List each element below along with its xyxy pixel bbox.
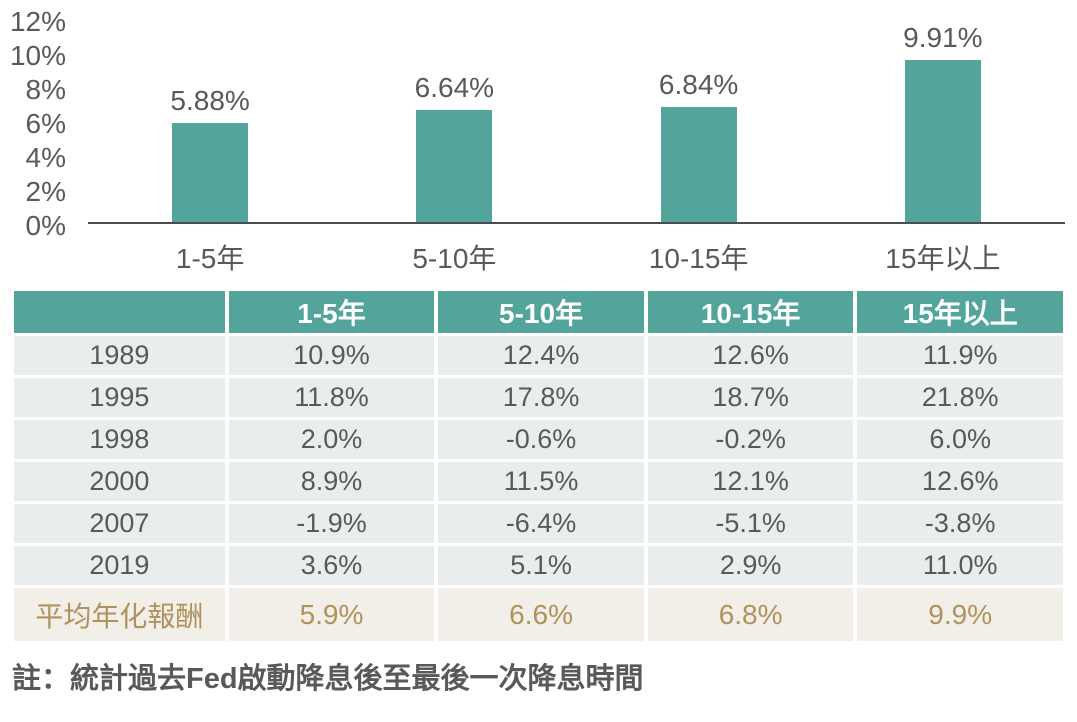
cell: -1.9% [228,504,435,543]
summary-cell: 6.6% [438,588,644,641]
y-tick: 10% [9,40,66,71]
x-axis-labels: 1-5年 5-10年 10-15年 15年以上 [88,237,1065,277]
cell: -0.2% [647,420,854,459]
x-category-label: 15年以上 [885,243,1001,274]
bar [660,107,737,222]
row-year: 2007 [14,504,225,543]
bar-group: 9.91% [821,22,1065,222]
table-row: 1998 2.0% -0.6% -0.2% 6.0% [14,420,1063,459]
bar-group: 6.84% [577,22,821,222]
row-year: 1989 [14,336,225,375]
cell: 11.8% [228,378,435,417]
table-row: 2000 8.9% 11.5% 12.1% 12.6% [14,462,1063,501]
cell: 12.1% [647,462,854,501]
footnote: 註：統計過去Fed啟動降息後至最後一次降息時間 [12,663,644,695]
bar [904,60,981,222]
row-year: 2000 [14,462,225,501]
cell: 12.6% [857,462,1063,501]
cell: 5.1% [438,546,644,585]
header-cell-empty [14,291,225,333]
table-row: 2019 3.6% 5.1% 2.9% 11.0% [14,546,1063,585]
y-tick: 12% [9,6,66,37]
returns-table: 1-5年 5-10年 10-15年 15年以上 1989 10.9% 12.4%… [10,288,1067,644]
cell: 10.9% [228,336,435,375]
cell: 11.9% [857,336,1063,375]
cell: -5.1% [647,504,854,543]
bar-group: 5.88% [88,22,332,222]
row-year: 1998 [14,420,225,459]
bar-chart: 12% 10% 8% 6% 4% 2% 0% 5.88% 6.64% 6.84%… [0,4,1077,274]
cell: 2.9% [647,546,854,585]
y-tick: 2% [25,176,66,207]
table-row: 1995 11.8% 17.8% 18.7% 21.8% [14,378,1063,417]
header-cell: 5-10年 [438,291,644,333]
bar-value-label: 6.64% [414,72,495,103]
summary-cell: 9.9% [857,588,1063,641]
y-tick: 8% [25,74,66,105]
x-category-label: 5-10年 [412,243,497,274]
cell: 2.0% [228,420,435,459]
header-cell: 1-5年 [228,291,435,333]
summary-label: 平均年化報酬 [14,588,225,641]
summary-cell: 6.8% [647,588,854,641]
cell: 8.9% [228,462,435,501]
bar-value-label: 9.91% [903,22,983,53]
x-category-label: 10-15年 [648,243,749,274]
bar [172,123,249,222]
cell: 18.7% [647,378,854,417]
cell: -3.8% [857,504,1063,543]
cell: 6.0% [857,420,1063,459]
bar-group: 6.64% [332,22,576,222]
cell: -0.6% [438,420,644,459]
summary-row: 平均年化報酬 5.9% 6.6% 6.8% 9.9% [14,588,1063,641]
table-row: 1989 10.9% 12.4% 12.6% 11.9% [14,336,1063,375]
bar-value-label: 5.88% [170,85,250,116]
row-year: 2019 [14,546,225,585]
y-tick: 4% [25,142,66,173]
table-header-row: 1-5年 5-10年 10-15年 15年以上 [14,291,1063,333]
bar-value-label: 6.84% [658,69,739,100]
y-tick: 0% [25,210,66,241]
bars-row: 5.88% 6.64% 6.84% 9.91% [88,22,1065,224]
cell: 12.6% [647,336,854,375]
x-category-label: 1-5年 [175,243,245,274]
cell: 17.8% [438,378,644,417]
bar [416,110,493,222]
cell: -6.4% [438,504,644,543]
row-year: 1995 [14,378,225,417]
cell: 21.8% [857,378,1063,417]
y-tick: 6% [25,108,66,139]
cell: 3.6% [228,546,435,585]
cell: 11.5% [438,462,644,501]
summary-cell: 5.9% [228,588,435,641]
y-axis: 12% 10% 8% 6% 4% 2% 0% [0,5,66,241]
cell: 11.0% [857,546,1063,585]
header-cell: 10-15年 [647,291,854,333]
plot-area: 5.88% 6.64% 6.84% 9.91% 1-5年 5-10年 10-15… [88,4,1065,277]
cell: 12.4% [438,336,644,375]
table-row: 2007 -1.9% -6.4% -5.1% -3.8% [14,504,1063,543]
header-cell: 15年以上 [857,291,1063,333]
